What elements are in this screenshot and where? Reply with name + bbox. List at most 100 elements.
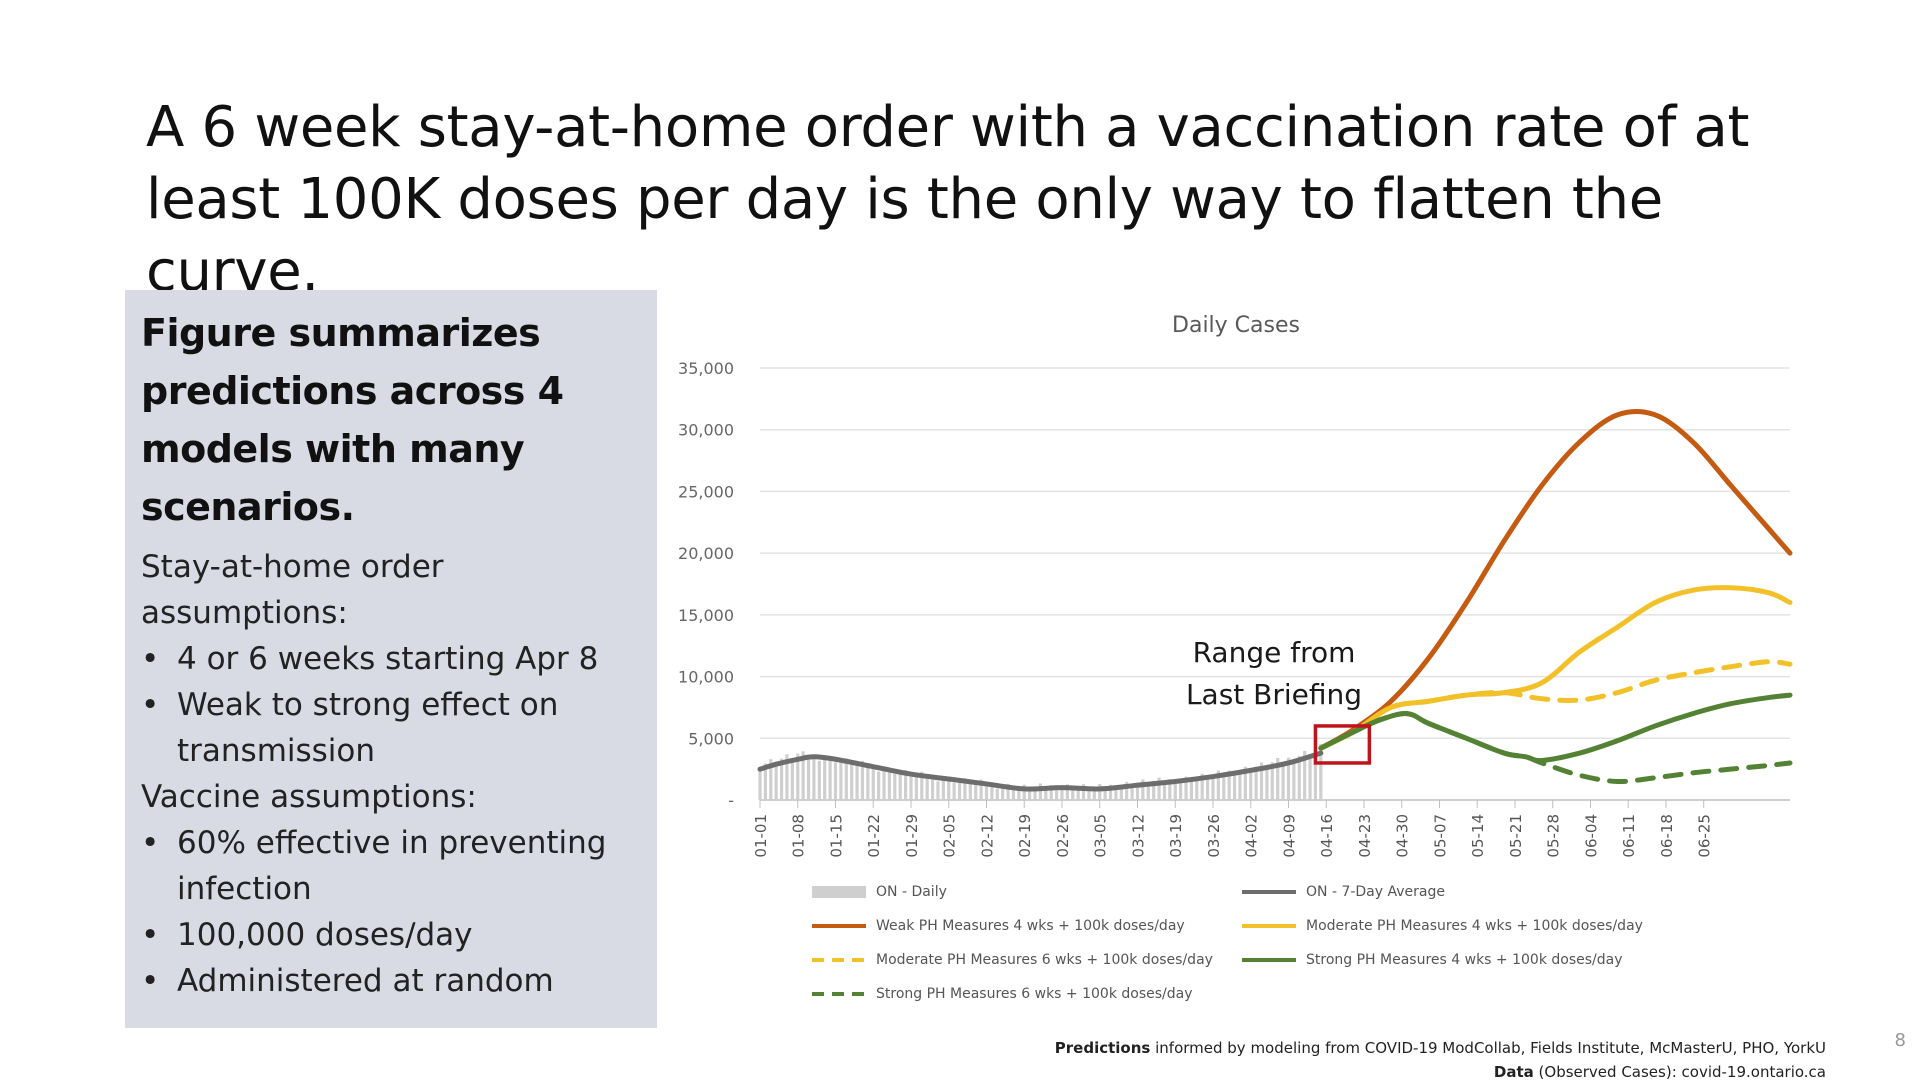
x-tick-label: 04-16 [1318, 814, 1336, 858]
panel-title: Figure summarizes predictions across 4 m… [141, 304, 641, 536]
daily-bar [1092, 786, 1096, 800]
daily-bar [796, 753, 800, 800]
panel-title-line: models with many [141, 427, 525, 471]
daily-bar [936, 781, 940, 800]
daily-bar [974, 781, 978, 800]
daily-bar [850, 764, 854, 800]
daily-bar [844, 758, 848, 800]
series-line [1318, 692, 1793, 764]
daily-bar [1286, 757, 1291, 800]
x-tick-label: 02-26 [1054, 814, 1072, 858]
page-number: 8 [1894, 1030, 1906, 1051]
daily-bar [817, 760, 821, 800]
daily-bar [930, 775, 935, 800]
daily-bar [1227, 770, 1231, 800]
daily-bar [1232, 774, 1237, 800]
series-line [1318, 711, 1793, 785]
daily-bar [1125, 781, 1129, 800]
daily-bar [1292, 760, 1296, 800]
bullet-marker: • [141, 917, 160, 953]
source-footer: Predictions informed by modeling from CO… [1055, 1036, 1826, 1084]
bullet-marker: • [141, 687, 160, 723]
bullet-text: 60% effective in preventing [177, 825, 607, 861]
daily-bar [1319, 743, 1323, 800]
daily-bar [947, 776, 951, 800]
daily-bar [995, 788, 999, 800]
legend-label: ON - 7-Day Average [1306, 884, 1445, 900]
daily-bar [812, 754, 816, 800]
y-tick-label: 30,000 [678, 421, 734, 440]
panel-title-line: scenarios. [141, 485, 355, 529]
range-box [1313, 724, 1372, 765]
daily-bar [1103, 788, 1107, 800]
daily-bar [1065, 784, 1069, 800]
x-tick-label: 05-28 [1545, 814, 1563, 858]
legend-swatch [812, 924, 866, 928]
x-tick-label: 05-07 [1431, 814, 1449, 858]
daily-bars [758, 743, 1323, 800]
legend-item-weak-4wk: Weak PH Measures 4 wks + 100k doses/day [812, 918, 1185, 934]
bullet-marker: • [141, 963, 160, 999]
daily-cases-chart: Daily Cases - 5,000 10,000 15,000 20,000 25,0… [660, 300, 1820, 1020]
bullet-text: infection [177, 871, 312, 907]
y-tick-label: 15,000 [678, 606, 734, 625]
daily-bar [839, 760, 843, 800]
daily-bar [1200, 773, 1204, 800]
daily-bar [1060, 787, 1064, 800]
predictions-credit: Predictions informed by modeling from CO… [1055, 1036, 1826, 1060]
bullet-text: Administered at random [177, 963, 554, 999]
daily-bar [1211, 774, 1215, 800]
daily-bar [904, 770, 908, 800]
predictions-label: Predictions [1054, 1039, 1151, 1057]
daily-bar [1152, 780, 1156, 800]
daily-bar [1033, 786, 1037, 800]
daily-bar [920, 771, 924, 800]
range-annotation: Range from Last Briefing [1186, 636, 1372, 765]
daily-bar [866, 767, 870, 800]
x-tick-label: 01-22 [865, 814, 883, 858]
legend-swatch [812, 958, 866, 962]
legend-swatch [1242, 890, 1296, 894]
daily-bar [1243, 766, 1247, 800]
daily-bar [871, 765, 875, 800]
daily-bar [990, 783, 994, 800]
bullet-item: • Administered at random [141, 958, 641, 1004]
series-line [1318, 409, 1793, 751]
daily-bar [1303, 750, 1307, 800]
x-tick-label: 03-19 [1167, 814, 1185, 858]
x-tick-label: 03-12 [1129, 814, 1147, 858]
daily-bar [1141, 779, 1145, 800]
stay-home-heading-cont: assumptions: [141, 595, 348, 631]
daily-bar [1173, 783, 1177, 800]
headline-line-2: least 100K doses per day is the only way… [146, 167, 1663, 304]
panel-title-line: predictions across 4 [141, 369, 564, 413]
assumptions-panel: Figure summarizes predictions across 4 m… [125, 290, 657, 1028]
daily-bar [1006, 783, 1010, 800]
daily-bar [1071, 789, 1075, 800]
daily-bar [1189, 781, 1194, 800]
data-label: Data [1493, 1063, 1534, 1081]
x-axis: 01-01 01-08 01-15 01-22 01-29 02-05 02-12 02-19… [752, 800, 1714, 858]
data-credit: Data (Observed Cases): covid-19.ontario.… [1055, 1060, 1826, 1084]
x-tick-label: 06-18 [1658, 814, 1676, 858]
daily-bar [1038, 783, 1043, 800]
daily-bar [1297, 755, 1301, 800]
x-tick-label: 01-08 [790, 814, 808, 858]
legend-item-daily: ON - Daily [812, 884, 947, 900]
y-tick-label: 25,000 [678, 482, 734, 501]
daily-bar [941, 779, 945, 800]
headline-line-1: A 6 week stay-at-home order with a vacci… [146, 95, 1750, 160]
daily-bar [763, 763, 767, 800]
daily-bar [769, 759, 773, 800]
daily-bar [925, 777, 929, 800]
legend-label: Weak PH Measures 4 wks + 100k doses/day [876, 918, 1185, 934]
x-tick-label: 04-23 [1356, 814, 1374, 858]
daily-bar [1157, 777, 1161, 800]
daily-bar [1254, 766, 1258, 800]
daily-bar [1276, 758, 1280, 800]
daily-bar [1044, 788, 1048, 800]
x-tick-label: 02-12 [978, 814, 996, 858]
legend-label: ON - Daily [876, 884, 947, 900]
daily-bar [1168, 779, 1172, 800]
legend-label: Strong PH Measures 6 wks + 100k doses/da… [876, 986, 1193, 1002]
